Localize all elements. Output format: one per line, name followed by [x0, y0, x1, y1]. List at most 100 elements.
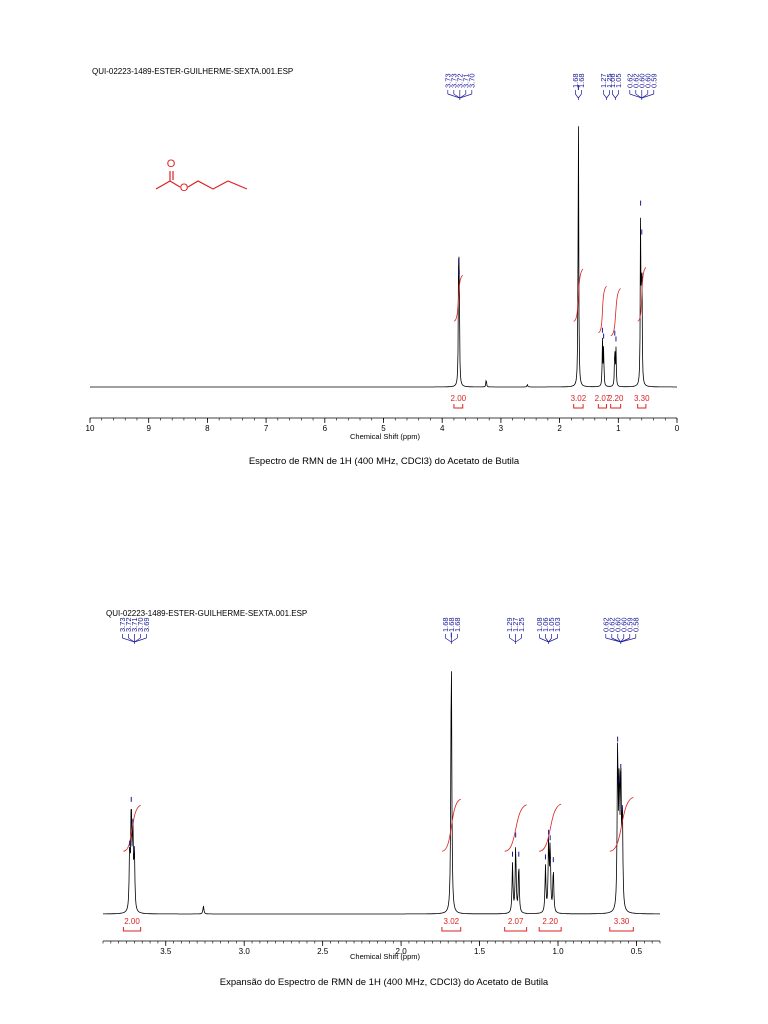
- peak-label-connector: [447, 93, 460, 99]
- integral-curve: [539, 803, 562, 852]
- spectrum-filename: QUI-02223-1489-ESTER-GUILHERME-SEXTA.001…: [92, 67, 294, 76]
- integral-value: 3.30: [614, 917, 630, 926]
- peak-label: 0.62: [601, 617, 610, 632]
- x-tick-label: 8: [205, 424, 210, 433]
- peak-label-connector: [603, 93, 607, 99]
- integral-curve: [453, 274, 464, 322]
- peak-label: 1.68: [441, 617, 450, 632]
- peak-label: 1.27: [599, 73, 608, 88]
- peak-label: 3.70: [467, 73, 476, 88]
- x-axis-label: Chemical Shift (ppm): [349, 432, 421, 441]
- integral-curve: [123, 804, 141, 852]
- x-tick-label: 4: [440, 424, 445, 433]
- peak-label-connector: [611, 637, 621, 643]
- peak-label-connector: [615, 93, 619, 99]
- integral-value: 3.02: [571, 394, 587, 403]
- peak-label: 3.73: [443, 73, 452, 88]
- integral-value: 2.07: [595, 394, 611, 403]
- spectrum-plot-full: 2.00 3.02 2.072.20 3.30 3.733.733.723.713.70…: [86, 73, 680, 433]
- integral-value: 2.20: [542, 917, 558, 926]
- peak-label: 0.60: [643, 73, 652, 88]
- integral-value: 2.20: [608, 394, 624, 403]
- peak-label: 1.08: [535, 617, 544, 632]
- peak-label: 3.70: [136, 617, 145, 632]
- x-tick-label: 7: [264, 424, 269, 433]
- peak-label-connector: [459, 93, 472, 99]
- peak-label: 0.60: [637, 73, 646, 88]
- x-tick-label: 2.5: [317, 947, 329, 956]
- x-tick-label: 3.5: [160, 947, 172, 956]
- peak-label-connector: [578, 93, 582, 99]
- peak-label: 1.25: [517, 617, 526, 632]
- peak-label: 3.73: [449, 73, 458, 88]
- peak-label-connector: [451, 637, 458, 643]
- peak-label: 1.05: [614, 73, 623, 88]
- peak-label: 0.58: [631, 617, 640, 632]
- peak-label: 0.60: [613, 617, 622, 632]
- integral-bracket: [597, 404, 608, 409]
- peak-label-connector: [620, 637, 636, 643]
- integral-curve: [504, 804, 527, 852]
- integral-bracket: [441, 927, 462, 932]
- peak-label: 1.68: [577, 73, 586, 88]
- peak-label-connector: [548, 637, 552, 643]
- spectrum-plot-expansion: 2.00 3.02 2.07 2.20 3.30 3.733.723.713.703.69…: [102, 617, 661, 956]
- peak-label: 0.59: [625, 617, 634, 632]
- peak-label: 1.03: [553, 617, 562, 632]
- integral-bracket: [122, 927, 142, 932]
- peak-label: 3.69: [142, 617, 151, 632]
- x-axis-label: Chemical Shift (ppm): [349, 952, 421, 961]
- peak-label: 1.68: [447, 617, 456, 632]
- peak-label: 3.72: [455, 73, 464, 88]
- integral-curve: [441, 798, 461, 852]
- peak-label: 0.62: [607, 617, 616, 632]
- peak-label-connector: [515, 637, 522, 643]
- peak-label: 1.05: [547, 617, 556, 632]
- integral-bracket: [538, 927, 562, 932]
- x-tick-label: 0.5: [631, 947, 643, 956]
- integral-value: 2.00: [451, 394, 467, 403]
- peak-label: 1.68: [453, 617, 462, 632]
- integral-bracket: [504, 927, 528, 932]
- peak-label: 0.62: [631, 73, 640, 88]
- peak-label: 1.27: [511, 617, 520, 632]
- peak-label-connector: [617, 637, 622, 643]
- peak-label-connector: [128, 637, 135, 643]
- x-tick-label: 3: [499, 424, 504, 433]
- spectrum-panel-expansion: QUI-02223-1489-ESTER-GUILHERME-SEXTA.001…: [0, 512, 768, 1024]
- integral-value: 2.00: [124, 917, 140, 926]
- x-tick-label: 3.0: [239, 947, 251, 956]
- spectrum-panel-full: QUI-02223-1489-ESTER-GUILHERME-SEXTA.001…: [86, 67, 680, 467]
- peak-label: 0.62: [625, 73, 634, 88]
- peak-label: 3.72: [124, 617, 133, 632]
- molecule-bond: [187, 180, 248, 190]
- peak-label-connector: [635, 93, 642, 99]
- molecule-bond: [155, 180, 171, 190]
- peak-label-connector: [606, 93, 610, 99]
- molecule-atom: O: [180, 182, 189, 194]
- x-tick-label: 6: [323, 424, 328, 433]
- integral-curve: [597, 286, 607, 334]
- integral-bracket: [610, 404, 622, 409]
- spectrum-caption: Expansão do Espectro de RMN de 1H (400 M…: [219, 977, 549, 988]
- peak-label: 0.59: [649, 73, 658, 88]
- peak-label: 1.29: [505, 617, 514, 632]
- peak-label-connector: [453, 93, 461, 99]
- peak-label: 1.06: [608, 73, 617, 88]
- x-tick-label: 10: [86, 424, 95, 433]
- peak-label-connector: [629, 93, 642, 99]
- x-tick-label: 1.5: [474, 947, 486, 956]
- x-tick-label: 2.0: [396, 947, 408, 956]
- spectrum-trace: [90, 126, 677, 388]
- peak-label-connector: [509, 637, 516, 643]
- integral-bracket: [609, 927, 634, 932]
- peak-label-connector: [539, 637, 549, 643]
- integral-value: 3.02: [444, 917, 460, 926]
- peak-label-connector: [134, 637, 147, 643]
- x-tick-label: 9: [146, 424, 151, 433]
- integral-curve: [609, 797, 634, 852]
- peak-label: 3.71: [461, 73, 470, 88]
- peak-label-connector: [575, 93, 579, 99]
- peak-label: 0.60: [619, 617, 628, 632]
- integral-curve: [637, 267, 647, 322]
